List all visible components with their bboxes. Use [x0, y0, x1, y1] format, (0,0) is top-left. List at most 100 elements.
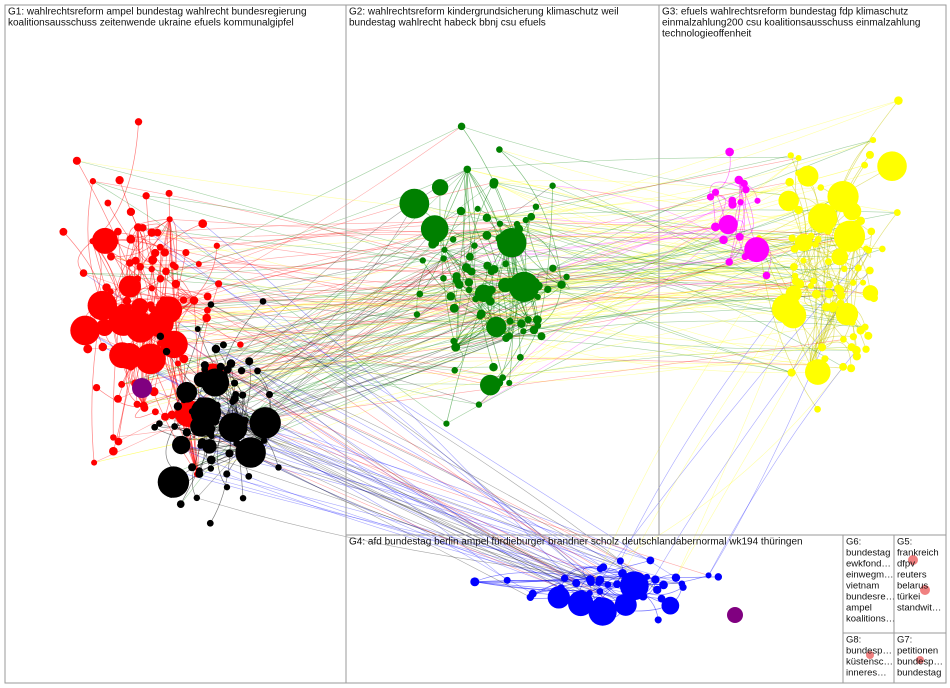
edge: [480, 284, 830, 317]
edge: [483, 284, 562, 303]
edge: [215, 348, 604, 568]
node: [146, 301, 155, 310]
edge: [414, 203, 826, 360]
node: [231, 379, 239, 387]
edge: [140, 266, 476, 301]
edge: [537, 185, 553, 326]
group-label: bundestag wahlrecht habeck bbnj csu efue…: [349, 17, 546, 28]
edge: [114, 308, 811, 366]
node: [831, 248, 849, 266]
group-label: küstensc…: [846, 656, 893, 667]
edge: [216, 234, 512, 247]
node: [104, 199, 112, 207]
edge: [478, 157, 799, 405]
node: [489, 265, 499, 274]
node: [151, 423, 159, 431]
node: [196, 397, 205, 406]
node: [249, 407, 281, 439]
edge: [466, 169, 494, 368]
group-label: G5:: [897, 536, 912, 547]
node: [117, 303, 127, 313]
node: [190, 416, 211, 437]
node: [218, 372, 227, 381]
edge: [493, 182, 839, 239]
edge: [205, 282, 536, 413]
node: [836, 299, 845, 308]
edge: [209, 375, 231, 524]
node: [93, 304, 103, 313]
edge: [233, 428, 623, 611]
node: [156, 420, 163, 427]
edge: [227, 369, 581, 604]
node: [824, 258, 832, 266]
edge: [552, 266, 794, 270]
node: [908, 555, 918, 565]
node: [474, 205, 481, 212]
node: [788, 234, 796, 242]
node: [179, 354, 189, 364]
group-label: G4: afd bundestag berlin ampel fürdiebur…: [349, 536, 803, 547]
edge: [434, 155, 791, 230]
edge: [257, 370, 621, 562]
node: [147, 228, 157, 237]
edge: [535, 282, 811, 366]
node: [814, 235, 822, 243]
edge: [469, 256, 792, 373]
node: [822, 302, 831, 312]
edge: [129, 355, 811, 366]
edge: [193, 249, 445, 301]
node: [440, 255, 447, 262]
edge: [250, 280, 458, 453]
edge: [134, 405, 156, 419]
node: [821, 355, 829, 363]
node: [854, 264, 862, 272]
node: [877, 151, 907, 181]
node: [502, 334, 511, 343]
edge: [209, 258, 444, 432]
edge: [466, 236, 740, 268]
edge: [455, 245, 476, 348]
edge: [520, 280, 814, 358]
edge: [675, 229, 821, 578]
edge: [525, 216, 539, 326]
node: [109, 446, 118, 456]
node: [148, 265, 155, 273]
edge: [793, 257, 814, 268]
node: [449, 236, 457, 243]
node: [588, 597, 617, 626]
edge: [523, 284, 562, 332]
node: [737, 199, 744, 206]
edge: [232, 427, 577, 584]
node: [188, 408, 196, 415]
node: [557, 280, 566, 289]
node: [499, 374, 507, 381]
edge: [242, 169, 468, 396]
node: [156, 243, 164, 251]
node: [476, 312, 484, 320]
node: [848, 318, 856, 326]
node: [865, 266, 874, 275]
edge: [817, 239, 854, 284]
node: [502, 260, 509, 268]
node: [155, 296, 183, 324]
node: [452, 276, 461, 285]
node: [132, 378, 152, 398]
node: [173, 467, 182, 476]
edge: [535, 270, 864, 283]
edge: [791, 306, 827, 373]
node: [107, 288, 114, 295]
edge: [198, 223, 500, 265]
node: [189, 296, 199, 305]
node: [643, 573, 651, 580]
node: [239, 391, 247, 399]
node: [171, 279, 181, 289]
edge: [456, 275, 767, 289]
node: [624, 606, 632, 615]
node: [223, 484, 231, 491]
edge: [249, 361, 601, 592]
node: [207, 443, 216, 452]
edge: [537, 266, 794, 321]
group-label: ewkfond…: [846, 558, 891, 569]
node: [532, 203, 540, 210]
group-label: G3: efuels wahlrechtsreform bundestag fd…: [662, 6, 908, 17]
